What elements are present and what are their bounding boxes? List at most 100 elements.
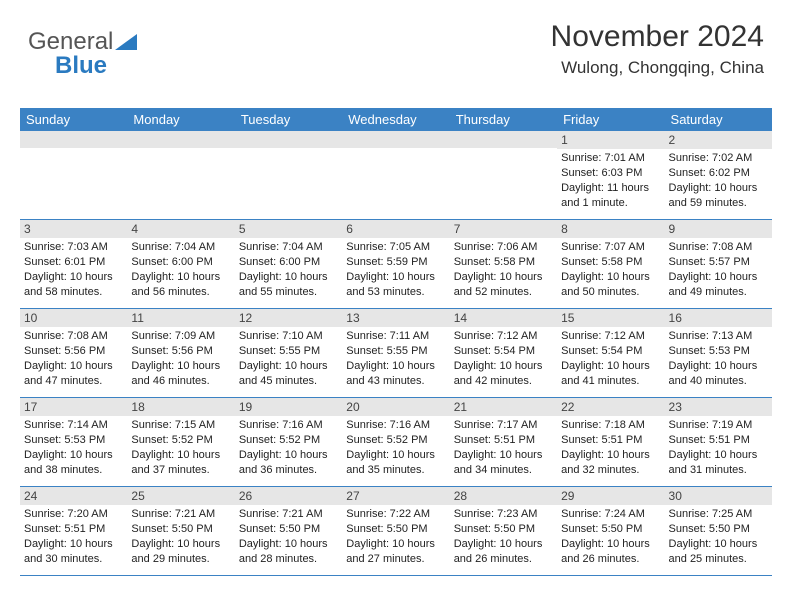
weekday-header: Friday	[557, 108, 664, 131]
sunrise-text: Sunrise: 7:23 AM	[454, 507, 553, 522]
day-number: 22	[557, 398, 664, 416]
daylight-text: Daylight: 10 hours and 30 minutes.	[24, 537, 123, 567]
day-content: Sunrise: 7:12 AMSunset: 5:54 PMDaylight:…	[450, 329, 557, 392]
calendar-day: 19 Sunrise: 7:16 AMSunset: 5:52 PMDayligh…	[235, 398, 342, 486]
calendar-day: 5Sunrise: 7:04 AMSunset: 6:00 PMDaylight…	[235, 220, 342, 308]
calendar-day: 13Sunrise: 7:11 AMSunset: 5:55 PMDayligh…	[342, 309, 449, 397]
daylight-text: Daylight: 10 hours and 45 minutes.	[239, 359, 338, 389]
day-number: 11	[127, 309, 234, 327]
day-content: Sunrise: 7:05 AMSunset: 5:59 PMDaylight:…	[342, 240, 449, 303]
daylight-text: Daylight: 10 hours and 29 minutes.	[131, 537, 230, 567]
day-content: Sunrise: 7:14 AMSunset: 5:53 PMDaylight:…	[20, 418, 127, 481]
sunset-text: Sunset: 5:54 PM	[454, 344, 553, 359]
weekday-header: Tuesday	[235, 108, 342, 131]
daylight-text: Daylight: 10 hours and 49 minutes.	[669, 270, 768, 300]
day-number	[127, 131, 234, 148]
calendar-day: 29Sunrise: 7:24 AMSunset: 5:50 PMDayligh…	[557, 487, 664, 575]
day-content: Sunrise: 7:09 AMSunset: 5:56 PMDaylight:…	[127, 329, 234, 392]
calendar: Sunday Monday Tuesday Wednesday Thursday…	[20, 108, 772, 576]
day-number	[450, 131, 557, 148]
sunrise-text: Sunrise: 7:06 AM	[454, 240, 553, 255]
calendar-day: 1 Sunrise: 7:01 AMSunset: 6:03 PMDaylight…	[557, 131, 664, 219]
sunrise-text: Sunrise: 7:25 AM	[669, 507, 768, 522]
day-number: 14	[450, 309, 557, 327]
weekday-header: Sunday	[20, 108, 127, 131]
day-number: 30	[665, 487, 772, 505]
calendar-day: 14 Sunrise: 7:12 AMSunset: 5:54 PMDayligh…	[450, 309, 557, 397]
day-content: Sunrise: 7:13 AMSunset: 5:53 PMDaylight:…	[665, 329, 772, 392]
day-content: Sunrise: 7:22 AMSunset: 5:50 PMDaylight:…	[342, 507, 449, 570]
weekday-header: Wednesday	[342, 108, 449, 131]
day-content	[127, 150, 234, 216]
day-content: Sunrise: 7:19 AMSunset: 5:51 PMDaylight:…	[665, 418, 772, 481]
day-content: Sunrise: 7:01 AMSunset: 6:03 PMDaylight:…	[557, 151, 664, 214]
day-content: Sunrise: 7:17 AMSunset: 5:51 PMDaylight:…	[450, 418, 557, 481]
day-content: Sunrise: 7:23 AMSunset: 5:50 PMDaylight:…	[450, 507, 557, 570]
day-number: 25	[127, 487, 234, 505]
sunset-text: Sunset: 5:51 PM	[454, 433, 553, 448]
sunrise-text: Sunrise: 7:09 AM	[131, 329, 230, 344]
calendar-day: 6 Sunrise: 7:05 AMSunset: 5:59 PMDaylight…	[342, 220, 449, 308]
day-number: 19	[235, 398, 342, 416]
day-content: Sunrise: 7:18 AMSunset: 5:51 PMDaylight:…	[557, 418, 664, 481]
sunset-text: Sunset: 5:50 PM	[239, 522, 338, 537]
day-number: 16	[665, 309, 772, 327]
calendar-day: 17 Sunrise: 7:14 AMSunset: 5:53 PMDayligh…	[20, 398, 127, 486]
day-content: Sunrise: 7:15 AMSunset: 5:52 PMDaylight:…	[127, 418, 234, 481]
sunset-text: Sunset: 5:53 PM	[24, 433, 123, 448]
day-content: Sunrise: 7:16 AMSunset: 5:52 PMDaylight:…	[235, 418, 342, 481]
day-number	[20, 131, 127, 148]
day-content: Sunrise: 7:02 AMSunset: 6:02 PMDaylight:…	[665, 151, 772, 214]
daylight-text: Daylight: 11 hours and 1 minute.	[561, 181, 660, 211]
sunset-text: Sunset: 5:58 PM	[454, 255, 553, 270]
daylight-text: Daylight: 10 hours and 43 minutes.	[346, 359, 445, 389]
sunrise-text: Sunrise: 7:18 AM	[561, 418, 660, 433]
calendar-grid: 1 Sunrise: 7:01 AMSunset: 6:03 PMDaylight…	[20, 131, 772, 576]
day-number: 23	[665, 398, 772, 416]
daylight-text: Daylight: 10 hours and 31 minutes.	[669, 448, 768, 478]
sunrise-text: Sunrise: 7:04 AM	[131, 240, 230, 255]
sunrise-text: Sunrise: 7:08 AM	[24, 329, 123, 344]
calendar-day	[20, 131, 127, 219]
day-number: 24	[20, 487, 127, 505]
day-content	[450, 150, 557, 216]
day-number: 6	[342, 220, 449, 238]
calendar-day	[127, 131, 234, 219]
sunrise-text: Sunrise: 7:22 AM	[346, 507, 445, 522]
sunset-text: Sunset: 6:01 PM	[24, 255, 123, 270]
day-content: Sunrise: 7:21 AMSunset: 5:50 PMDaylight:…	[127, 507, 234, 570]
sunset-text: Sunset: 6:02 PM	[669, 166, 768, 181]
day-content: Sunrise: 7:03 AMSunset: 6:01 PMDaylight:…	[20, 240, 127, 303]
day-number: 15	[557, 309, 664, 327]
sunrise-text: Sunrise: 7:05 AM	[346, 240, 445, 255]
sunrise-text: Sunrise: 7:20 AM	[24, 507, 123, 522]
day-number: 17	[20, 398, 127, 416]
daylight-text: Daylight: 10 hours and 41 minutes.	[561, 359, 660, 389]
sunset-text: Sunset: 5:52 PM	[346, 433, 445, 448]
day-content	[235, 150, 342, 216]
sunrise-text: Sunrise: 7:03 AM	[24, 240, 123, 255]
calendar-day: 28Sunrise: 7:23 AMSunset: 5:50 PMDayligh…	[450, 487, 557, 575]
sunset-text: Sunset: 5:51 PM	[669, 433, 768, 448]
sunset-text: Sunset: 6:03 PM	[561, 166, 660, 181]
day-content: Sunrise: 7:16 AMSunset: 5:52 PMDaylight:…	[342, 418, 449, 481]
calendar-day: 4Sunrise: 7:04 AMSunset: 6:00 PMDaylight…	[127, 220, 234, 308]
daylight-text: Daylight: 10 hours and 38 minutes.	[24, 448, 123, 478]
calendar-week: 10Sunrise: 7:08 AMSunset: 5:56 PMDayligh…	[20, 309, 772, 398]
day-number: 1	[557, 131, 664, 149]
page-title: November 2024	[551, 20, 764, 54]
sunset-text: Sunset: 5:55 PM	[239, 344, 338, 359]
calendar-day: 26Sunrise: 7:21 AMSunset: 5:50 PMDayligh…	[235, 487, 342, 575]
day-number: 3	[20, 220, 127, 238]
sunset-text: Sunset: 5:56 PM	[131, 344, 230, 359]
day-content	[20, 150, 127, 216]
calendar-day: 18Sunrise: 7:15 AMSunset: 5:52 PMDayligh…	[127, 398, 234, 486]
day-number: 9	[665, 220, 772, 238]
calendar-day: 3 Sunrise: 7:03 AMSunset: 6:01 PMDaylight…	[20, 220, 127, 308]
calendar-week: 3Sunrise: 7:03 AMSunset: 6:01 PMDaylight…	[20, 220, 772, 309]
sunrise-text: Sunrise: 7:08 AM	[669, 240, 768, 255]
sunset-text: Sunset: 5:53 PM	[669, 344, 768, 359]
calendar-day: 23 Sunrise: 7:19 AMSunset: 5:51 PMDayligh…	[665, 398, 772, 486]
day-number: 20	[342, 398, 449, 416]
calendar-day: 2Sunrise: 7:02 AMSunset: 6:02 PMDaylight…	[665, 131, 772, 219]
